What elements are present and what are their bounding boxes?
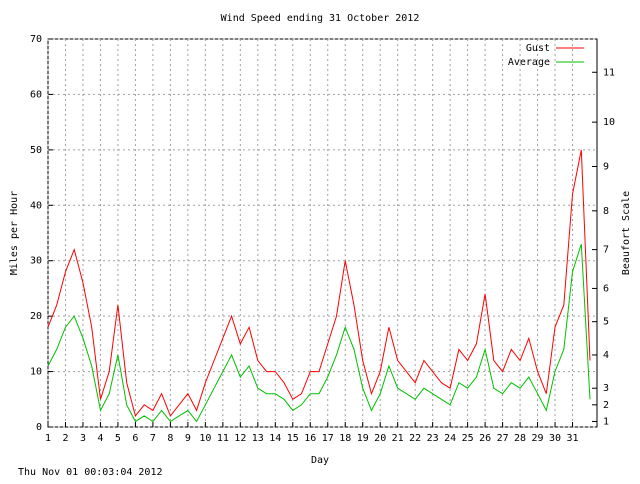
x-tick-label: 10 bbox=[199, 433, 211, 444]
x-tick-label: 24 bbox=[444, 433, 456, 444]
x-tick-label: 4 bbox=[97, 433, 103, 444]
x-tick-label: 25 bbox=[462, 433, 474, 444]
x-tick-label: 22 bbox=[409, 433, 421, 444]
x-tick-label: 19 bbox=[357, 433, 369, 444]
x-tick-label: 20 bbox=[374, 433, 386, 444]
x-tick-label: 13 bbox=[252, 433, 264, 444]
x-tick-label: 3 bbox=[80, 433, 86, 444]
y-tick-label: 20 bbox=[30, 311, 42, 322]
y2-tick-label: 2 bbox=[603, 400, 609, 411]
y-tick-label: 40 bbox=[30, 200, 42, 211]
y2-axis-label: Beaufort Scale bbox=[621, 191, 632, 275]
x-tick-label: 1 bbox=[45, 433, 51, 444]
y-tick-label: 30 bbox=[30, 256, 42, 267]
x-tick-label: 12 bbox=[234, 433, 246, 444]
legend-label: Average bbox=[508, 57, 550, 68]
x-tick-label: 31 bbox=[566, 433, 578, 444]
x-tick-label: 15 bbox=[287, 433, 299, 444]
x-tick-label: 23 bbox=[427, 433, 439, 444]
y2-tick-label: 10 bbox=[603, 117, 615, 128]
x-tick-label: 8 bbox=[167, 433, 173, 444]
x-axis-label: Day bbox=[311, 455, 329, 466]
y2-tick-label: 4 bbox=[603, 350, 609, 361]
y-axis-label: Miles per Hour bbox=[9, 191, 20, 275]
x-tick-label: 14 bbox=[269, 433, 281, 444]
x-tick-label: 5 bbox=[115, 433, 121, 444]
x-tick-label: 11 bbox=[217, 433, 229, 444]
y2-tick-label: 11 bbox=[603, 67, 615, 78]
y2-tick-label: 9 bbox=[603, 161, 609, 172]
x-tick-label: 26 bbox=[479, 433, 491, 444]
y-tick-label: 60 bbox=[30, 89, 42, 100]
y-tick-label: 10 bbox=[30, 367, 42, 378]
x-tick-label: 28 bbox=[514, 433, 526, 444]
x-tick-label: 9 bbox=[185, 433, 191, 444]
plot-frame bbox=[47, 38, 598, 428]
chart-title: Wind Speed ending 31 October 2012 bbox=[221, 13, 420, 24]
x-tick-label: 21 bbox=[392, 433, 404, 444]
x-tick-label: 7 bbox=[150, 433, 156, 444]
series-line bbox=[47, 149, 591, 417]
y2-tick-label: 3 bbox=[603, 383, 609, 394]
y-tick-label: 0 bbox=[36, 422, 42, 433]
y2-tick-label: 7 bbox=[603, 245, 609, 256]
y2-tick-label: 1 bbox=[603, 416, 609, 427]
series-line bbox=[47, 243, 591, 423]
y-tick-label: 70 bbox=[30, 34, 42, 45]
footer: Thu Nov 01 00:03:04 2012 bbox=[18, 467, 163, 478]
x-tick-label: 30 bbox=[549, 433, 561, 444]
x-tick-label: 18 bbox=[339, 433, 351, 444]
legend-label: Gust bbox=[526, 43, 550, 54]
y-tick-label: 50 bbox=[30, 145, 42, 156]
x-tick-label: 16 bbox=[304, 433, 316, 444]
y2-tick-label: 5 bbox=[603, 317, 609, 328]
x-tick-label: 17 bbox=[322, 433, 334, 444]
x-tick-label: 6 bbox=[132, 433, 138, 444]
x-tick-label: 2 bbox=[62, 433, 68, 444]
x-tick-label: 27 bbox=[497, 433, 509, 444]
y2-tick-label: 6 bbox=[603, 283, 609, 294]
x-tick-label: 29 bbox=[532, 433, 544, 444]
y2-tick-label: 8 bbox=[603, 206, 609, 217]
